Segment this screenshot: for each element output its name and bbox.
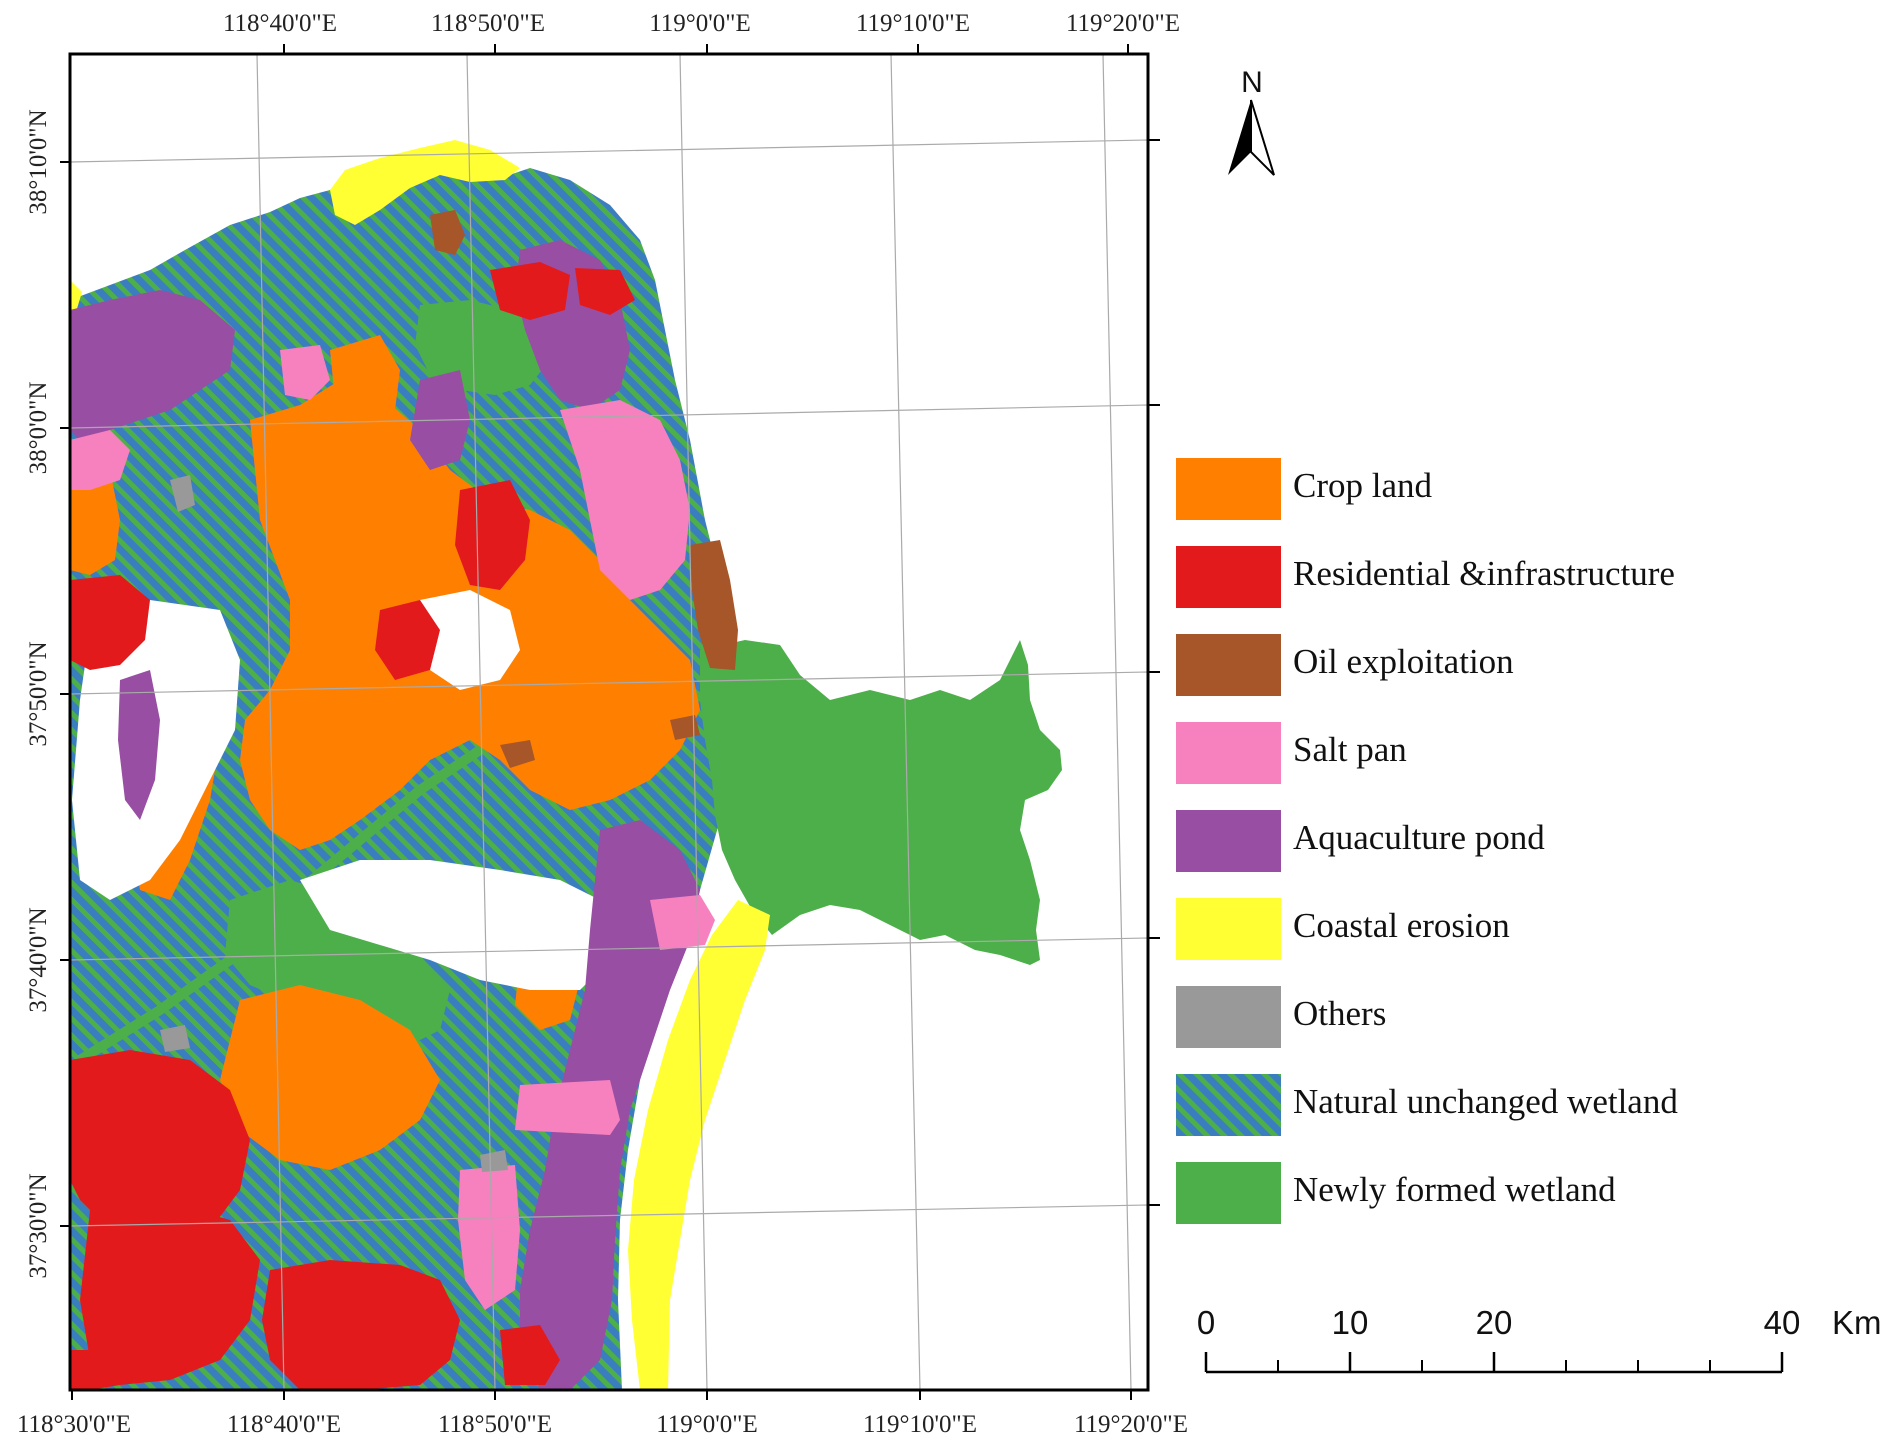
north-arrow-icon bbox=[1228, 100, 1251, 175]
legend-item: Crop land bbox=[1176, 458, 1433, 520]
bottom-lon-label: 119°10'0"E bbox=[863, 1411, 977, 1438]
lat-label: 37°50'0"N bbox=[25, 641, 52, 746]
bottom-lon-label: 118°50'0"E bbox=[438, 1411, 552, 1438]
graticule bbox=[70, 54, 1148, 1390]
legend-item: Coastal erosion bbox=[1176, 898, 1510, 960]
legend-item: Oil exploitation bbox=[1176, 634, 1514, 696]
scale-tick-label: 20 bbox=[1476, 1304, 1513, 1341]
coastal-erosion-north bbox=[330, 140, 520, 225]
coastal-erosion-east bbox=[628, 900, 770, 1390]
oil-exploitation-east-small bbox=[670, 715, 700, 740]
coastal-erosion-west bbox=[70, 280, 82, 315]
legend-item: Salt pan bbox=[1176, 722, 1407, 784]
legend-label: Aquaculture pond bbox=[1293, 818, 1545, 857]
salt-pan-southeast bbox=[515, 1080, 620, 1135]
top-lon-label: 118°40'0"E bbox=[223, 10, 337, 37]
salt-pan-south bbox=[458, 1165, 520, 1310]
legend-swatch-newly-formed-wetland bbox=[1176, 1162, 1281, 1224]
legend-swatch-others bbox=[1176, 986, 1281, 1048]
crop-land-south bbox=[220, 985, 440, 1170]
legend-item: Aquaculture pond bbox=[1176, 810, 1545, 872]
scale-tick-label: 0 bbox=[1197, 1304, 1215, 1341]
top-lon-label: 118°50'0"E bbox=[431, 10, 545, 37]
salt-pan-northwest bbox=[70, 430, 130, 490]
oil-exploitation-central bbox=[500, 740, 535, 768]
legend-item: Natural unchanged wetland bbox=[1176, 1074, 1678, 1136]
legend-label: Oil exploitation bbox=[1293, 642, 1514, 681]
bottom-lon-label: 119°0'0"E bbox=[656, 1411, 758, 1438]
residential-west bbox=[70, 575, 150, 670]
lat-label: 37°30'0"N bbox=[25, 1173, 52, 1278]
crop-land-west bbox=[70, 470, 120, 575]
legend-label: Salt pan bbox=[1293, 730, 1407, 769]
scale-unit-label: Km bbox=[1832, 1304, 1882, 1341]
north-label: N bbox=[1241, 66, 1263, 99]
bottom-lon-label: 118°40'0"E bbox=[227, 1411, 341, 1438]
newly-formed-wetland-southwest bbox=[225, 880, 450, 1050]
bottom-lon-label: 118°30'0"E bbox=[17, 1411, 131, 1438]
legend-item: Residential &infrastructure bbox=[1176, 546, 1675, 608]
legend-swatch-aquaculture-pond bbox=[1176, 810, 1281, 872]
newly-formed-wetland-delta bbox=[700, 640, 1062, 965]
residential-south-small bbox=[500, 1325, 560, 1385]
top-lon-label: 119°20'0"E bbox=[1066, 10, 1180, 37]
bottom-lon-label: 119°20'0"E bbox=[1074, 1411, 1188, 1438]
scale-bar: 0 10 20 40 Km bbox=[1197, 1304, 1882, 1374]
salt-pan-east bbox=[650, 895, 715, 950]
others-west bbox=[170, 475, 195, 512]
oil-exploitation-east bbox=[690, 540, 738, 670]
residential-southwest bbox=[70, 1050, 250, 1250]
aquaculture-west-band bbox=[118, 670, 160, 820]
residential-central bbox=[455, 480, 530, 590]
land-cover-map bbox=[70, 140, 1062, 1390]
newly-formed-wetland-north bbox=[415, 300, 550, 395]
residential-north-2 bbox=[575, 268, 635, 315]
aquaculture-northwest bbox=[70, 290, 235, 440]
unclassified-white-2 bbox=[300, 860, 610, 990]
legend-label: Newly formed wetland bbox=[1293, 1170, 1616, 1209]
scale-tick-label: 40 bbox=[1764, 1304, 1801, 1341]
residential-south bbox=[262, 1260, 460, 1390]
north-arrow: N bbox=[1228, 66, 1275, 176]
crop-land-north bbox=[330, 335, 400, 420]
legend-swatch-coastal-erosion bbox=[1176, 898, 1281, 960]
top-lon-label: 119°0'0"E bbox=[649, 10, 751, 37]
legend-label: Residential &infrastructure bbox=[1293, 554, 1675, 593]
residential-north bbox=[490, 262, 570, 320]
legend-swatch-crop-land bbox=[1176, 458, 1281, 520]
legend-swatch-oil-exploitation bbox=[1176, 634, 1281, 696]
salt-pan-northeast bbox=[560, 400, 690, 600]
salt-pan-north bbox=[280, 345, 330, 400]
residential-southwest-2 bbox=[80, 1200, 260, 1385]
residential-middle bbox=[375, 600, 440, 680]
others-south bbox=[480, 1150, 508, 1172]
residential-corner bbox=[70, 1350, 120, 1390]
legend-swatch-natural-unchanged-wetland bbox=[1176, 1074, 1281, 1136]
bottom-axis: 118°30'0"E 118°40'0"E 118°50'0"E 119°0'0… bbox=[17, 1390, 1188, 1438]
top-lon-label: 119°10'0"E bbox=[856, 10, 970, 37]
lat-label: 38°10'0"N bbox=[25, 109, 52, 214]
legend-label: Crop land bbox=[1293, 466, 1433, 505]
legend-swatch-salt-pan bbox=[1176, 722, 1281, 784]
oil-exploitation-north bbox=[430, 210, 465, 255]
legend-label: Others bbox=[1293, 994, 1386, 1033]
lat-label: 37°40'0"N bbox=[25, 907, 52, 1012]
scale-tick-label: 10 bbox=[1332, 1304, 1369, 1341]
legend-item: Newly formed wetland bbox=[1176, 1162, 1616, 1224]
unclassified-white-3 bbox=[420, 590, 520, 690]
legend-swatch-residential bbox=[1176, 546, 1281, 608]
others-southwest bbox=[160, 1025, 190, 1052]
top-axis: 118°40'0"E 118°50'0"E 119°0'0"E 119°10'0… bbox=[223, 10, 1180, 54]
right-axis bbox=[1148, 139, 1160, 1206]
legend-label: Coastal erosion bbox=[1293, 906, 1510, 945]
lat-label: 38°0'0"N bbox=[25, 382, 52, 475]
legend-item: Others bbox=[1176, 986, 1386, 1048]
legend: Crop land Residential &infrastructure Oi… bbox=[1176, 458, 1678, 1224]
legend-label: Natural unchanged wetland bbox=[1293, 1082, 1678, 1121]
left-axis: 38°10'0"N 38°0'0"N 37°50'0"N 37°40'0"N 3… bbox=[25, 109, 70, 1279]
